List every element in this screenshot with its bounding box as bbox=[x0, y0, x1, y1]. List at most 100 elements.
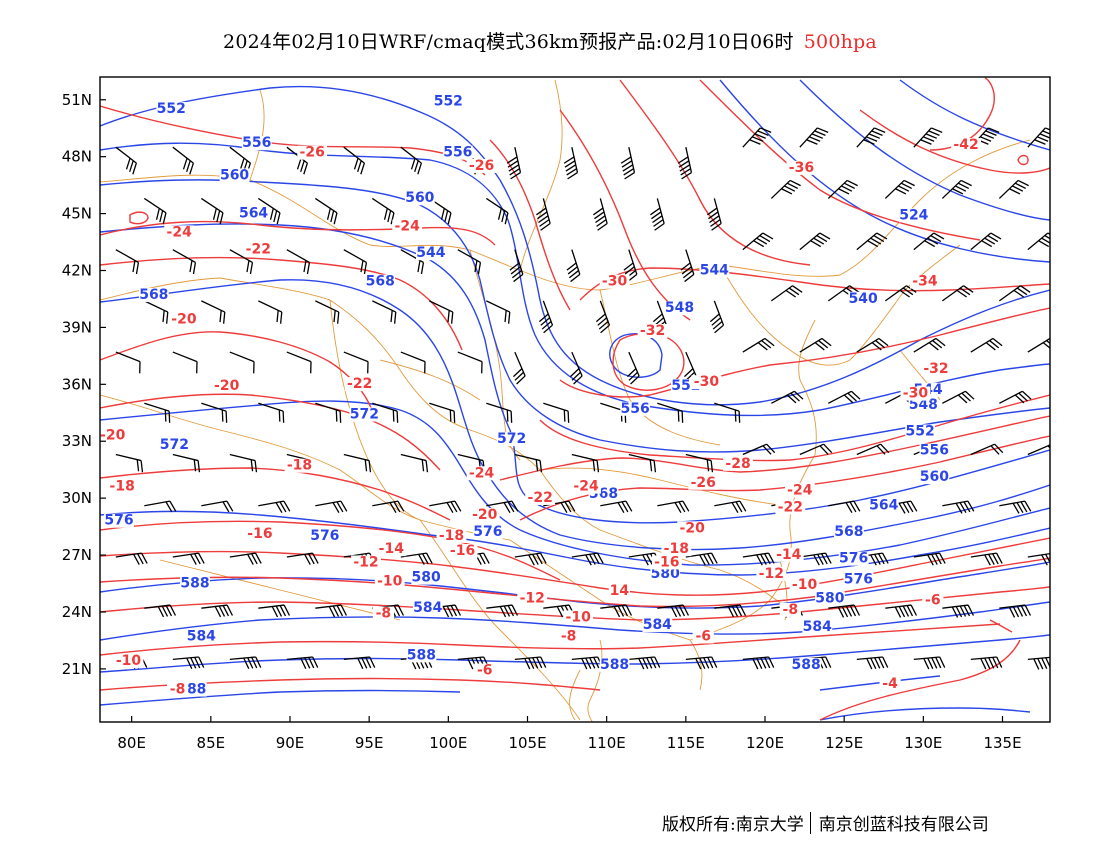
wind-barb-feather bbox=[1017, 179, 1029, 187]
contour-label-halo bbox=[107, 479, 138, 494]
contour-label: 548 bbox=[665, 300, 694, 316]
wind-barb-shaft bbox=[514, 147, 522, 173]
wind-barb-feather bbox=[568, 500, 576, 512]
wind-barb-feather bbox=[581, 658, 588, 670]
wind-barb-feather bbox=[760, 553, 767, 565]
wind-barb-feather bbox=[567, 411, 570, 423]
wind-barb-feather bbox=[703, 553, 710, 565]
wind-barb-feather bbox=[477, 262, 482, 275]
wind-barb-shaft bbox=[343, 351, 369, 363]
wind-barb-feather bbox=[903, 179, 915, 187]
wind-barb-feather bbox=[990, 232, 1002, 240]
wind-barb-feather bbox=[396, 411, 399, 423]
longitude-axis: 80E 85E 90E 95E 100E 105E 110E 115E 120E 125E 130E… bbox=[117, 716, 1022, 752]
wind-barb-feather bbox=[539, 460, 543, 473]
contour-label: -8 bbox=[561, 628, 577, 644]
contour-label: -34 bbox=[912, 274, 938, 290]
wind-barb-shaft bbox=[571, 249, 581, 275]
wind-barb-feather bbox=[194, 657, 201, 669]
wind-barb bbox=[429, 300, 454, 324]
wind-barb-feather bbox=[197, 460, 201, 473]
wind-barb-shaft bbox=[714, 402, 740, 412]
wind-barb-shaft bbox=[685, 249, 695, 275]
wind-barb-shaft bbox=[628, 249, 638, 275]
wind-barb bbox=[457, 249, 482, 275]
wind-barb-feather bbox=[509, 262, 520, 271]
wind-barb-shaft bbox=[657, 402, 683, 412]
wind-barb-feather bbox=[867, 240, 879, 248]
contour-label: -14 bbox=[379, 541, 405, 557]
wind-barb-feather bbox=[474, 260, 478, 273]
wind-barb-feather bbox=[816, 235, 828, 243]
contour-label-halo bbox=[374, 574, 405, 589]
wind-barb-feather bbox=[565, 164, 577, 172]
contour-label: -20 bbox=[680, 520, 706, 536]
wind-barb-feather bbox=[988, 553, 995, 565]
wind-barb-feather bbox=[920, 139, 932, 145]
contour-label: -24 bbox=[787, 482, 813, 498]
wind-barb-feather bbox=[255, 656, 262, 668]
wind-barb-feather bbox=[866, 136, 878, 142]
wind-barb bbox=[999, 390, 1032, 404]
wind-barb-feather bbox=[821, 657, 828, 669]
wind-barb bbox=[620, 147, 636, 180]
wind-barb-feather bbox=[125, 158, 131, 170]
contour-label: -10 bbox=[377, 573, 403, 589]
wind-barb-feather bbox=[650, 207, 661, 216]
wind-barb-feather bbox=[709, 215, 720, 224]
wind-barb bbox=[172, 249, 197, 275]
wind-barb-shaft bbox=[201, 604, 228, 609]
contour-label: -18 bbox=[110, 479, 135, 495]
wind-barb-feather bbox=[708, 211, 719, 220]
contour-label-halo bbox=[879, 676, 901, 691]
wind-barb bbox=[714, 604, 747, 618]
wind-barb-feather bbox=[1046, 340, 1050, 345]
wind-barb-shaft bbox=[457, 656, 484, 661]
contour-label: -22 bbox=[246, 241, 271, 257]
wind-barb bbox=[343, 656, 376, 669]
wind-barb-feather bbox=[849, 285, 860, 293]
wind-barb-shaft bbox=[970, 232, 992, 251]
wind-barb-feather bbox=[727, 606, 735, 618]
wind-barb-feather bbox=[988, 657, 995, 669]
wind-barb-feather bbox=[684, 273, 695, 283]
wind-barb-feather bbox=[453, 411, 456, 423]
wind-barb-feather bbox=[567, 172, 578, 180]
wind-barb-shaft bbox=[942, 604, 969, 609]
wind-barb bbox=[770, 179, 801, 199]
wind-barb-feather bbox=[479, 553, 486, 565]
wind-barb-feather bbox=[757, 130, 769, 136]
wind-barb-shaft bbox=[314, 197, 338, 214]
wind-barb-shaft bbox=[799, 127, 818, 148]
wind-barb-feather bbox=[510, 266, 521, 275]
wind-barb-feather bbox=[425, 552, 433, 564]
contour-label: 588 bbox=[180, 575, 209, 591]
wind-barb-feather bbox=[239, 158, 245, 170]
wind-barb-feather bbox=[967, 500, 975, 512]
wind-barb-shaft bbox=[200, 197, 224, 214]
wind-barb bbox=[650, 198, 665, 231]
wind-barb bbox=[115, 351, 141, 374]
wind-barb bbox=[314, 197, 338, 225]
wind-barb bbox=[828, 604, 861, 618]
lat-tick-label: 45N bbox=[62, 205, 92, 223]
wind-barb bbox=[258, 300, 283, 324]
contour-label-halo bbox=[211, 379, 242, 394]
wind-barb-feather bbox=[467, 658, 474, 670]
wind-barb bbox=[172, 146, 195, 175]
wind-barb-shaft bbox=[828, 390, 852, 404]
wind-barb bbox=[742, 552, 775, 566]
wind-barb-feather bbox=[589, 553, 596, 565]
wind-barb-shaft bbox=[144, 402, 170, 412]
wind-barb-feather bbox=[447, 212, 452, 225]
wind-barb-feather bbox=[902, 287, 914, 296]
temperature-labels: -26-26 -36-42-24 -24-22-30 -34-20-32-30-32-… bbox=[100, 137, 981, 698]
wind-barb-feather bbox=[617, 605, 625, 617]
wind-barb-feather bbox=[165, 605, 173, 617]
wind-barb bbox=[315, 500, 348, 514]
wind-barb-feather bbox=[528, 657, 535, 669]
wind-barb-feather bbox=[594, 211, 605, 220]
lon-tick-label: 90E bbox=[276, 734, 305, 752]
wind-barb bbox=[998, 285, 1031, 302]
wind-barb-feather bbox=[190, 657, 197, 669]
